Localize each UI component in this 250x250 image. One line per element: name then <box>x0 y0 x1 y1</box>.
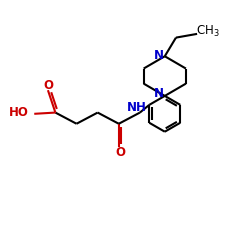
Text: N: N <box>154 87 164 100</box>
Text: O: O <box>43 79 53 92</box>
Text: CH$_3$: CH$_3$ <box>196 24 220 40</box>
Text: N: N <box>154 48 164 62</box>
Text: HO: HO <box>9 106 29 119</box>
Text: O: O <box>115 146 125 159</box>
Text: NH: NH <box>127 100 147 114</box>
